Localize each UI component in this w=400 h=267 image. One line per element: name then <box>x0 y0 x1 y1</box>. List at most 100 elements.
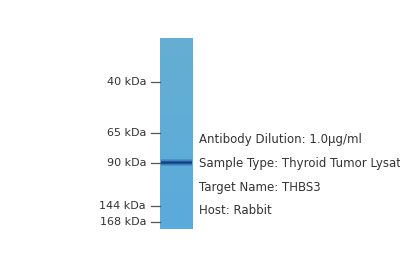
Bar <box>160 146 193 147</box>
Bar <box>160 83 193 84</box>
Bar <box>161 159 192 160</box>
Bar <box>160 68 193 69</box>
Bar <box>160 197 193 198</box>
Bar <box>160 179 193 180</box>
Bar <box>160 67 193 68</box>
Bar <box>160 165 193 166</box>
Bar <box>160 113 193 114</box>
Bar <box>160 224 193 225</box>
Bar <box>160 84 193 85</box>
Bar <box>160 131 193 132</box>
Bar <box>160 136 193 137</box>
Bar <box>160 122 193 123</box>
Bar <box>160 210 193 211</box>
Bar <box>161 161 192 162</box>
Bar <box>160 53 193 54</box>
Bar <box>160 57 193 58</box>
Bar <box>160 119 193 120</box>
Bar <box>160 116 193 117</box>
Bar <box>160 163 193 164</box>
Bar <box>160 178 193 179</box>
Bar <box>160 158 193 159</box>
Bar <box>160 159 193 160</box>
Bar <box>160 145 193 146</box>
Bar <box>160 153 193 154</box>
Bar <box>160 166 193 167</box>
Bar <box>160 126 193 127</box>
Bar <box>160 73 193 74</box>
Bar <box>160 70 193 71</box>
Bar <box>160 71 193 72</box>
Bar <box>160 82 193 83</box>
Bar <box>160 96 193 97</box>
Bar <box>160 124 193 125</box>
Bar <box>160 56 193 57</box>
Bar <box>160 94 193 95</box>
Bar <box>160 99 193 100</box>
Bar <box>160 50 193 51</box>
Bar <box>161 165 192 166</box>
Bar <box>160 78 193 79</box>
Bar <box>160 156 193 157</box>
Bar <box>160 38 193 39</box>
Bar <box>160 81 193 82</box>
Bar <box>160 123 193 124</box>
Text: 40 kDa: 40 kDa <box>106 77 146 87</box>
Bar <box>160 177 193 178</box>
Bar <box>161 164 192 165</box>
Bar <box>160 79 193 80</box>
Text: 90 kDa: 90 kDa <box>106 158 146 168</box>
Bar <box>160 220 193 221</box>
Bar <box>160 187 193 188</box>
Bar <box>161 166 192 167</box>
Bar <box>160 120 193 121</box>
Bar <box>160 191 193 192</box>
Bar <box>160 202 193 203</box>
Bar <box>161 163 192 164</box>
Bar <box>160 175 193 176</box>
Bar <box>160 194 193 195</box>
Bar <box>160 218 193 219</box>
Text: Sample Type: Thyroid Tumor Lysate: Sample Type: Thyroid Tumor Lysate <box>199 157 400 170</box>
Bar <box>160 183 193 184</box>
Bar <box>161 165 192 166</box>
Bar <box>160 144 193 145</box>
Bar <box>160 206 193 207</box>
Bar <box>161 162 192 163</box>
Bar <box>160 148 193 149</box>
Bar <box>160 105 193 106</box>
Bar <box>160 160 193 162</box>
Bar <box>160 169 193 170</box>
Bar <box>160 174 193 175</box>
Bar <box>160 95 193 96</box>
Bar <box>160 63 193 64</box>
Bar <box>160 40 193 41</box>
Bar <box>160 100 193 101</box>
Text: Host: Rabbit: Host: Rabbit <box>199 205 272 217</box>
Bar <box>160 226 193 227</box>
Bar <box>160 157 193 158</box>
Bar <box>160 140 193 142</box>
Bar <box>160 196 193 197</box>
Bar <box>160 188 193 189</box>
Bar <box>160 41 193 42</box>
Bar <box>160 42 193 43</box>
Bar <box>160 205 193 206</box>
Bar <box>160 138 193 139</box>
Bar <box>160 86 193 87</box>
Bar <box>160 87 193 88</box>
Bar <box>160 93 193 94</box>
Bar <box>160 102 193 103</box>
Bar <box>160 227 193 229</box>
Bar <box>160 151 193 152</box>
Bar <box>161 163 192 164</box>
Bar <box>160 74 193 76</box>
Bar <box>160 45 193 46</box>
Bar <box>160 200 193 201</box>
Bar <box>160 207 193 208</box>
Bar <box>160 69 193 70</box>
Bar <box>160 48 193 49</box>
Bar <box>160 133 193 134</box>
Text: 144 kDa: 144 kDa <box>100 201 146 211</box>
Bar <box>160 44 193 45</box>
